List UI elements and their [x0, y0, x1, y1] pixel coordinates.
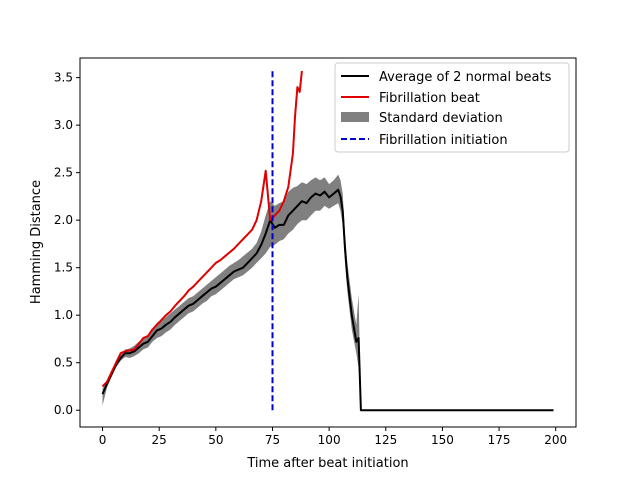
x-tick-label: 50 — [208, 433, 223, 447]
legend-label-average: Average of 2 normal beats — [379, 70, 552, 85]
legend-label-fibrillation: Fibrillation beat — [379, 91, 480, 106]
x-tick-label: 0 — [99, 433, 107, 447]
axis-ticks: 0 25 50 75 100 125 150 175 200 0.0 0.5 1.0 1.5 2.0 2.5… — [54, 71, 567, 447]
average-line — [101, 188, 554, 412]
y-tick-label: 1.5 — [54, 261, 73, 275]
y-tick-label: 3.0 — [54, 118, 73, 132]
x-tick-label: 175 — [488, 433, 511, 447]
y-tick-label: 0.0 — [54, 403, 73, 417]
legend: Average of 2 normal beats Fibrillation b… — [334, 62, 570, 153]
y-tick-label: 2.0 — [54, 213, 73, 227]
x-axis-label: Time after beat initiation — [246, 456, 408, 471]
x-tick-label: 25 — [152, 433, 167, 447]
legend-box — [334, 62, 570, 153]
plot-area — [101, 70, 554, 412]
legend-label-initiation: Fibrillation initiation — [379, 133, 508, 148]
fibrillation-line — [101, 70, 303, 388]
legend-swatch-std — [341, 112, 369, 122]
x-tick-label: 75 — [265, 433, 280, 447]
x-tick-label: 125 — [374, 433, 397, 447]
y-axis-label: Hamming Distance — [29, 180, 44, 304]
y-tick-label: 0.5 — [54, 356, 73, 370]
x-tick-label: 150 — [431, 433, 454, 447]
y-tick-label: 1.0 — [54, 308, 73, 322]
y-tick-label: 3.5 — [54, 71, 73, 85]
y-tick-label: 2.5 — [54, 166, 73, 180]
x-tick-label: 200 — [544, 433, 567, 447]
x-tick-label: 100 — [318, 433, 341, 447]
legend-label-std: Standard deviation — [379, 111, 503, 126]
axes-frame — [79, 57, 577, 428]
